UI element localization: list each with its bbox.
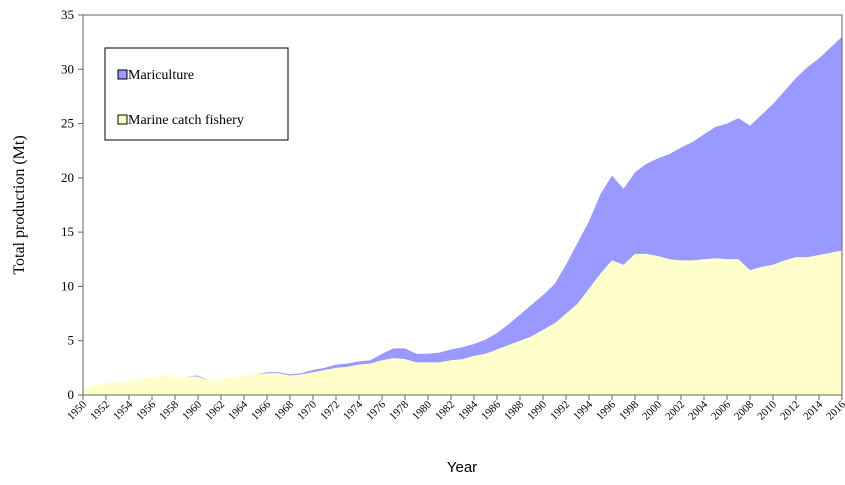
x-tick-label: 1982: [433, 399, 457, 423]
x-tick-label: 1962: [203, 399, 227, 423]
x-tick-label: 1952: [88, 399, 112, 423]
x-tick-label: 1954: [111, 398, 135, 422]
y-tick-label: 35: [61, 7, 74, 22]
area: [83, 250, 842, 395]
x-tick-label: 1980: [410, 398, 434, 422]
area: [83, 36, 842, 389]
x-tick-label: 1974: [341, 398, 365, 422]
x-tick-label: 1988: [502, 398, 526, 422]
y-axis-label: Total production (Mt): [11, 135, 28, 274]
x-tick-label: 1986: [479, 398, 503, 422]
x-tick-label: 2002: [663, 399, 687, 423]
y-tick-label: 15: [61, 224, 74, 239]
x-tick-label: 1996: [594, 398, 618, 422]
y-tick-label: 20: [61, 170, 74, 185]
x-tick-label: 1994: [571, 398, 595, 422]
x-tick-label: 2014: [801, 398, 825, 422]
x-tick-label: 1998: [617, 398, 641, 422]
legend-swatch: [117, 114, 128, 125]
x-tick-label: 1972: [318, 399, 342, 423]
legend-label: Marine catch fishery: [128, 113, 244, 128]
legend-swatch: [117, 69, 128, 80]
y-tick-label: 25: [61, 116, 74, 131]
x-tick-label: 2004: [686, 398, 710, 422]
x-tick-label: 1958: [157, 398, 181, 422]
x-tick-label: 1964: [226, 398, 250, 422]
x-tick-label: 1978: [387, 398, 411, 422]
x-tick-label: 2008: [732, 398, 756, 422]
x-tick-label: 2006: [709, 398, 733, 422]
x-axis-label: Year: [447, 459, 477, 476]
y-tick-label: 30: [61, 61, 74, 76]
x-tick-label: 1976: [364, 398, 388, 422]
y-tick-label: 0: [68, 387, 75, 402]
x-tick-label: 2010: [755, 398, 779, 422]
y-tick-label: 10: [61, 278, 74, 293]
x-tick-label: 1970: [295, 398, 319, 422]
x-tick-label: 1966: [249, 398, 273, 422]
plot-frame: [82, 14, 843, 396]
x-tick-label: 2012: [778, 399, 802, 423]
legend-box: [104, 47, 289, 141]
x-tick-label: 1992: [548, 399, 572, 423]
x-tick-label: 1990: [525, 398, 549, 422]
y-tick-label: 5: [68, 333, 75, 348]
x-tick-label: 1984: [456, 398, 480, 422]
x-tick-label: 2016: [824, 398, 845, 422]
legend-label: Mariculture: [128, 68, 194, 83]
x-tick-label: 1960: [180, 398, 204, 422]
x-tick-label: 2000: [640, 398, 664, 422]
x-tick-label: 1956: [134, 398, 158, 422]
legend: Mariculture Marine catch fishery: [104, 47, 289, 141]
x-tick-label: 1968: [272, 398, 296, 422]
